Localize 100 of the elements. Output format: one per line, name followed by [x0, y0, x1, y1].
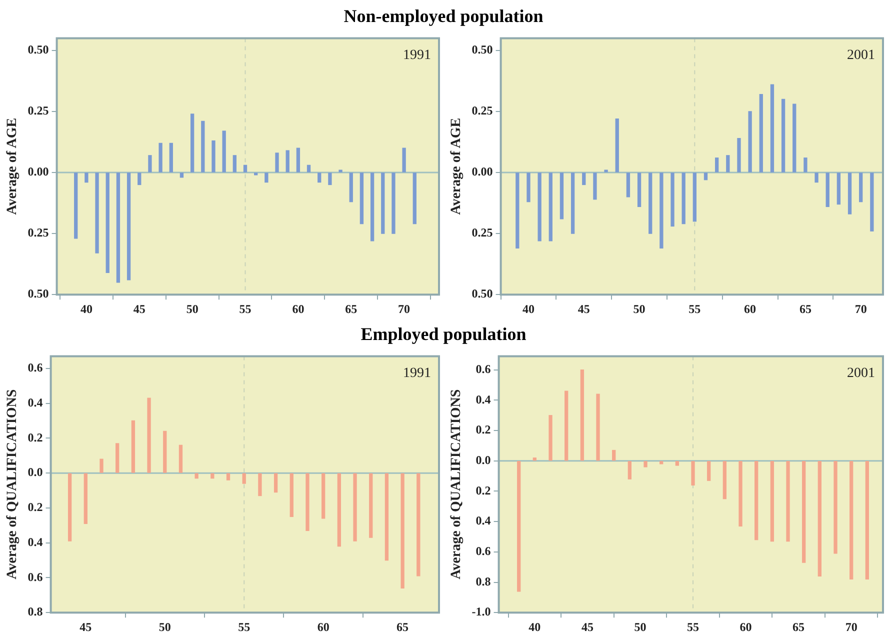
bar [628, 461, 632, 480]
bar [564, 390, 568, 461]
bar [84, 473, 88, 524]
x-tick-label: 70 [398, 302, 410, 316]
bar [692, 172, 696, 222]
y-tick-label: 0.6 [28, 360, 43, 375]
bar [290, 473, 294, 517]
bar [194, 473, 198, 479]
bar [814, 172, 818, 183]
x-tick-label: 40 [522, 302, 534, 316]
bar [232, 155, 236, 172]
bar [682, 172, 686, 224]
bar [100, 458, 104, 473]
bar [538, 172, 542, 242]
bar [737, 138, 741, 172]
y-tick-label: 0.6 [28, 570, 43, 584]
y-tick-label: 0.25 [28, 226, 49, 240]
bar [748, 111, 752, 172]
bar [337, 473, 342, 547]
bar [180, 172, 184, 178]
chart-title: Non-employed population [342, 5, 544, 28]
bar [675, 461, 680, 466]
bar [865, 461, 869, 580]
bar [726, 155, 730, 172]
annotation: 2001 [847, 48, 875, 63]
x-tick-label: 45 [578, 302, 590, 316]
y-tick-label: 0.2 [28, 500, 43, 514]
y-tick-label: 0.4 [28, 534, 43, 549]
x-tick-label: 70 [854, 302, 867, 316]
bar [691, 461, 695, 486]
x-tick-label: 60 [740, 620, 752, 634]
x-tick-label: 60 [292, 302, 304, 316]
y-tick-label: 0.50 [28, 286, 49, 301]
bar [560, 172, 564, 220]
bar [722, 461, 727, 500]
bar [400, 473, 404, 589]
bar [210, 473, 214, 479]
bar [818, 461, 822, 577]
x-tick-label: 70 [845, 620, 858, 634]
y-axis-title: Average of AGE [449, 118, 464, 215]
bar [826, 172, 830, 208]
y-tick-label: 0.4 [476, 514, 491, 528]
bar [275, 152, 279, 172]
bar [306, 164, 311, 172]
bar [704, 172, 708, 180]
bar [286, 150, 290, 172]
x-tick-label: 65 [792, 620, 805, 634]
bar [759, 94, 763, 172]
bar [770, 84, 774, 172]
x-tick-label: 50 [158, 620, 171, 634]
bar [516, 172, 520, 249]
bar [68, 473, 72, 542]
bar [526, 172, 530, 202]
bar [859, 172, 863, 202]
bar [296, 148, 300, 172]
bar [169, 142, 173, 172]
bar [222, 130, 226, 172]
x-tick-label: 40 [80, 302, 92, 316]
bar [95, 172, 99, 254]
annotation: 1991 [403, 48, 431, 63]
y-tick-label: 0.4 [476, 392, 491, 406]
bar [548, 172, 552, 242]
bar [254, 172, 258, 176]
bar [416, 473, 420, 576]
y-tick-label: 0.6 [476, 362, 491, 376]
bar [338, 170, 342, 172]
bar [786, 461, 790, 542]
bar [318, 172, 322, 183]
y-tick-label: 0.2 [476, 422, 491, 437]
bar [580, 370, 584, 461]
bar [369, 473, 373, 538]
x-tick-label: 65 [396, 620, 409, 634]
bar [116, 443, 120, 473]
bar [126, 172, 131, 280]
x-tick-label: 65 [345, 302, 358, 316]
y-tick-label: 0.00 [28, 164, 49, 179]
bar [74, 172, 78, 239]
bar [381, 172, 385, 234]
bar [412, 172, 416, 224]
bar [615, 118, 619, 172]
bar [392, 172, 396, 234]
bar [670, 172, 674, 227]
y-tick-label: 0.0 [28, 465, 43, 480]
bar [242, 473, 246, 484]
y-tick-label: 0.2 [476, 483, 491, 498]
annotation: 2001 [847, 366, 875, 381]
bar [402, 148, 406, 172]
bar [370, 172, 374, 242]
bar [570, 172, 575, 234]
bar [190, 114, 194, 172]
bar [353, 473, 357, 542]
bar [328, 172, 332, 186]
bar [637, 172, 642, 208]
x-tick-label: 60 [317, 620, 330, 634]
bar [201, 120, 205, 172]
bar [258, 473, 262, 496]
bar [163, 430, 167, 473]
bar [834, 461, 838, 554]
x-tick-label: 50 [633, 302, 646, 316]
bar [596, 394, 600, 461]
